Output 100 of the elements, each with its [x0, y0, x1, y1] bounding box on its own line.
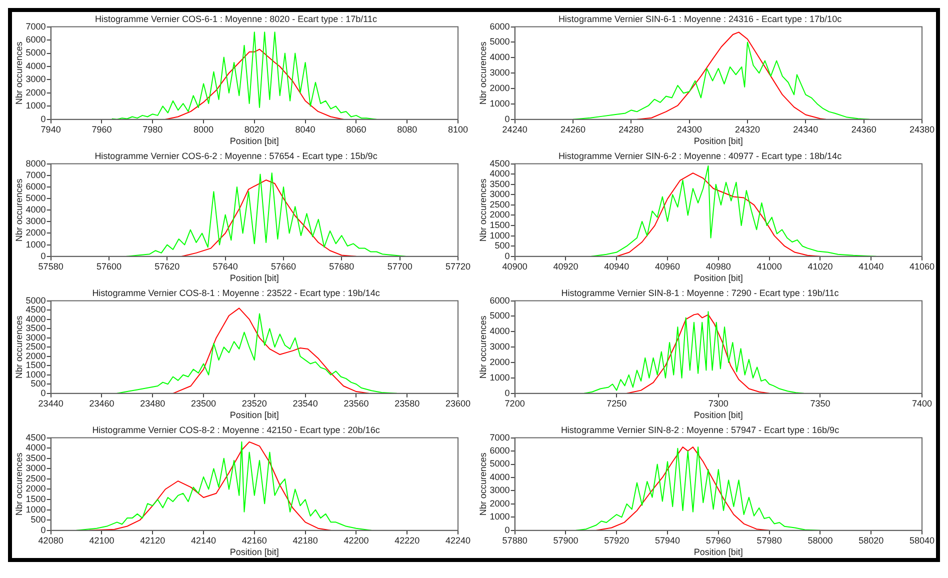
y-tick-label: 1000: [490, 230, 510, 240]
x-tick-label: 24260: [560, 124, 586, 134]
y-tick-label: 3000: [490, 189, 510, 200]
chart-title: Histogramme Vernier SIN-8-1 : Moyenne : 7290 - Ecart type : 19b/11c: [561, 288, 840, 298]
y-tick-label: 0: [40, 524, 46, 535]
x-tick-label: 40980: [706, 261, 731, 272]
x-tick-label: 42240: [445, 535, 471, 546]
y-axis-title: Nbr occurences: [14, 315, 24, 379]
y-tick-label: 4500: [490, 158, 510, 168]
y-axis-title: Nbr occurences: [14, 452, 24, 516]
x-tick-label: 57980: [756, 535, 782, 546]
y-tick-label: 500: [30, 514, 46, 525]
y-axis-title: Nbr occurences: [478, 452, 488, 516]
y-tick-label: 5000: [490, 36, 510, 47]
x-tick-label: 23440: [38, 398, 64, 408]
x-tick-label: 57660: [270, 261, 296, 272]
y-axis-title: Nbr occurences: [478, 315, 488, 379]
y-tick-label: 5000: [26, 48, 46, 58]
y-tick-label: 2000: [490, 357, 510, 368]
chart-title: Histogramme Vernier COS-8-1 : Moyenne : 23522 - Ecart type : 19b/14c: [92, 288, 380, 298]
y-tick-label: 4500: [26, 304, 46, 315]
y-tick-label: 0: [504, 114, 510, 124]
y-tick-label: 2000: [26, 87, 46, 98]
x-tick-label: 41040: [858, 261, 884, 272]
y-tick-label: 0: [504, 250, 510, 261]
x-tick-label: 8100: [448, 124, 468, 134]
y-tick-label: 2000: [26, 484, 46, 494]
y-tick-label: 7000: [490, 432, 510, 442]
chart-title: Histogramme Vernier COS-6-1 : Moyenne : 8020 - Ecart type : 17b/11c: [95, 14, 378, 24]
y-tick-label: 1000: [490, 512, 510, 522]
y-tick-label: 1500: [490, 220, 510, 230]
y-tick-label: 500: [30, 378, 46, 389]
y-tick-label: 6000: [490, 21, 510, 32]
x-tick-label: 57680: [329, 261, 354, 272]
y-tick-label: 2500: [26, 473, 46, 484]
x-tick-label: 41000: [756, 261, 782, 272]
y-tick-label: 3000: [490, 342, 510, 352]
x-tick-label: 23480: [140, 398, 166, 408]
y-tick-label: 6000: [26, 181, 46, 192]
x-tick-label: 24320: [734, 124, 760, 134]
y-tick-label: 1000: [26, 369, 46, 380]
x-tick-label: 7940: [40, 124, 61, 134]
y-tick-label: 500: [494, 240, 510, 251]
x-tick-label: 42180: [292, 535, 318, 546]
x-tick-label: 57620: [154, 261, 180, 272]
y-tick-label: 4000: [490, 168, 510, 179]
y-tick-label: 5000: [26, 193, 46, 204]
x-tick-label: 7350: [810, 398, 830, 408]
y-tick-label: 1000: [490, 372, 510, 382]
y-axis-title: Nbr occurences: [14, 178, 24, 242]
x-tick-label: 57720: [445, 261, 471, 272]
x-tick-label: 24380: [909, 124, 935, 134]
x-tick-label: 40960: [655, 261, 680, 272]
x-tick-label: 42100: [89, 535, 114, 546]
y-tick-label: 3500: [490, 178, 510, 189]
y-tick-label: 3000: [490, 485, 510, 496]
y-tick-label: 1500: [26, 360, 46, 370]
y-axis-title: Nbr occurences: [478, 41, 488, 105]
x-tick-label: 24280: [618, 124, 644, 134]
x-tick-label: 40920: [553, 261, 578, 272]
x-tick-label: 8000: [194, 124, 214, 134]
chart-title: Histogramme Vernier SIN-8-2 : Moyenne : 57947 - Ecart type : 16b/9c: [560, 424, 840, 435]
y-tick-label: 6000: [490, 446, 510, 456]
y-tick-label: 2000: [26, 350, 46, 361]
y-tick-label: 6000: [490, 295, 510, 306]
x-tick-label: 23500: [191, 398, 216, 408]
y-tick-label: 3000: [26, 74, 46, 84]
x-tick-label: 7980: [142, 124, 163, 134]
y-tick-label: 2500: [490, 199, 510, 210]
y-tick-label: 1000: [26, 504, 46, 514]
x-tick-label: 57880: [502, 535, 528, 546]
y-tick-label: 0: [40, 114, 46, 124]
chart-title: Histogramme Vernier COS-8-2 : Moyenne : 42150 - Ecart type : 20b/16c: [92, 424, 380, 435]
y-tick-label: 3000: [26, 332, 46, 342]
x-tick-label: 24340: [793, 124, 818, 134]
y-tick-label: 0: [40, 250, 46, 261]
x-tick-label: 42120: [140, 535, 166, 546]
y-tick-label: 7000: [26, 21, 46, 32]
x-tick-label: 7960: [92, 124, 112, 134]
x-tick-label: 8040: [295, 124, 316, 134]
y-tick-label: 2000: [490, 210, 510, 220]
x-tick-label: 42140: [191, 535, 216, 546]
y-tick-label: 4000: [490, 472, 510, 482]
x-tick-label: 24240: [502, 124, 528, 134]
y-axis-title: Nbr occurences: [478, 178, 488, 242]
y-tick-label: 4000: [26, 314, 46, 324]
y-tick-label: 3000: [26, 216, 46, 226]
x-tick-label: 57960: [706, 535, 731, 546]
x-tick-label: 7400: [912, 398, 932, 408]
x-tick-label: 23600: [445, 398, 471, 408]
y-tick-label: 1000: [26, 100, 46, 111]
y-tick-label: 4000: [26, 442, 46, 453]
x-tick-label: 58000: [808, 535, 833, 546]
x-tick-label: 8020: [244, 124, 264, 134]
x-tick-label: 57640: [212, 261, 238, 272]
chart-title: Histogramme Vernier SIN-6-2 : Moyenne : 40977 - Ecart type : 18b/14c: [558, 150, 842, 161]
chart-title: Histogramme Vernier COS-6-2 : Moyenne : 57654 - Ecart type : 15b/9c: [94, 150, 378, 161]
y-tick-label: 5000: [490, 458, 510, 469]
x-tick-label: 24360: [851, 124, 876, 134]
x-tick-label: 40900: [502, 261, 528, 272]
